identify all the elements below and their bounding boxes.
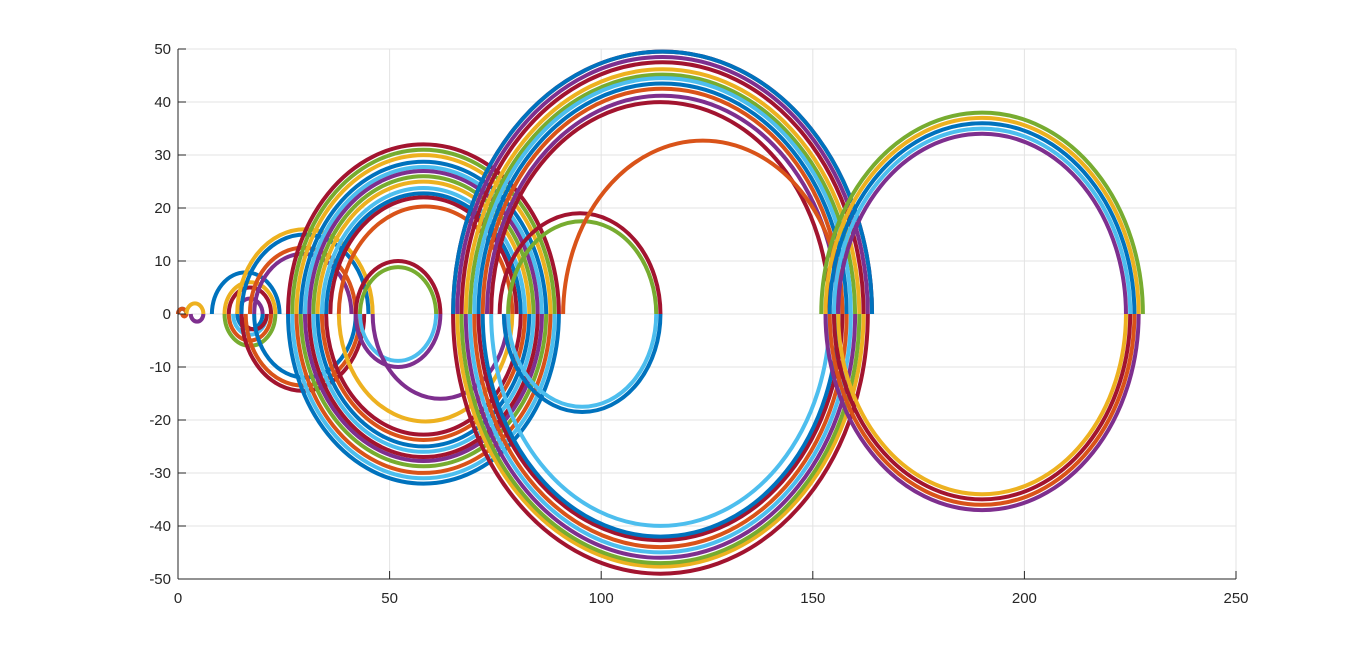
x-tick-label: 150: [800, 590, 825, 607]
tick-labels: 0 50 100 150 200 250 -50 -40 -30 -20 -10 0 10 20 30 40 5…: [149, 41, 1248, 607]
y-tick-label: 30: [154, 147, 171, 164]
series-arc-40: [315, 313, 532, 449]
series-arc-72: [506, 313, 659, 409]
series-arc-32: [336, 204, 515, 315]
series-arc-73: [561, 138, 845, 315]
series-arc-78: [836, 131, 1128, 315]
series-arc-80: [831, 313, 1133, 502]
series-arc-54: [468, 72, 858, 315]
series-arc-31: [328, 195, 519, 315]
y-tick-label: 10: [154, 253, 171, 270]
series-arc-70: [506, 219, 659, 315]
series-arc-57: [480, 86, 845, 315]
series-arc-51: [455, 55, 870, 315]
series-arc-19: [252, 313, 358, 380]
series-arc-61: [455, 313, 866, 569]
series-arc-79: [836, 313, 1128, 497]
y-tick-label: -30: [149, 465, 171, 482]
axes: [177, 48, 1237, 580]
series-arc-42: [324, 313, 523, 437]
series-arc-77: [831, 126, 1133, 315]
plot-area: [176, 49, 1145, 576]
series-arc-48: [370, 313, 511, 401]
y-tick-label: 50: [154, 41, 171, 58]
x-tick-label: 250: [1223, 590, 1248, 607]
series-arc-82: [823, 313, 1141, 513]
series-arc-65: [472, 313, 849, 550]
grid: [177, 48, 1237, 580]
series-arc-37: [302, 313, 544, 464]
series-arc-56: [476, 81, 849, 315]
series-arc-60: [451, 313, 870, 576]
series-arc-55: [472, 76, 853, 315]
series-arc-63: [463, 313, 858, 560]
series-arc-47: [353, 313, 443, 369]
series-arc-41: [319, 313, 528, 442]
series-arc-59: [489, 100, 832, 315]
series-arc-7: [222, 280, 278, 315]
y-tick-label: 20: [154, 200, 171, 217]
y-tick-label: -10: [149, 359, 171, 376]
series-arc-26: [307, 168, 540, 315]
series-arc-4: [188, 313, 206, 324]
series-arc-3: [184, 301, 206, 315]
x-tick-label: 0: [174, 590, 182, 607]
series-arc-45: [357, 265, 439, 315]
series-arc-66: [476, 313, 845, 543]
series-arc-67: [480, 313, 841, 539]
x-tick-label: 50: [381, 590, 398, 607]
series-arc-62: [459, 313, 862, 566]
series-arc-71: [501, 313, 663, 415]
series-arc-81: [827, 313, 1137, 507]
x-tick-label: 200: [1012, 590, 1037, 607]
y-tick-label: -40: [149, 518, 171, 535]
series-arc-8: [226, 285, 274, 315]
series-arc-69: [497, 211, 663, 315]
series-arc-44: [353, 259, 443, 315]
series-arc-27: [311, 174, 536, 315]
series-arc-25: [302, 164, 544, 315]
series-arc-43: [336, 313, 515, 424]
series-arc-50: [451, 49, 875, 315]
series-arc-53: [463, 67, 862, 315]
series-arc-17: [243, 313, 362, 388]
series-arc-52: [459, 60, 866, 315]
y-tick-label: -50: [149, 571, 171, 588]
series-arc-74: [819, 110, 1145, 315]
y-tick-label: 40: [154, 94, 171, 111]
y-tick-label: -20: [149, 412, 171, 429]
series-arc-30: [324, 191, 523, 315]
series-arc-68: [489, 313, 832, 528]
x-tick-label: 100: [589, 590, 614, 607]
y-tick-label: 0: [163, 306, 171, 323]
series-arc-64: [468, 313, 853, 555]
series-arc-75: [823, 115, 1141, 315]
series-arc-46: [357, 313, 439, 363]
series-arc-76: [827, 121, 1137, 315]
